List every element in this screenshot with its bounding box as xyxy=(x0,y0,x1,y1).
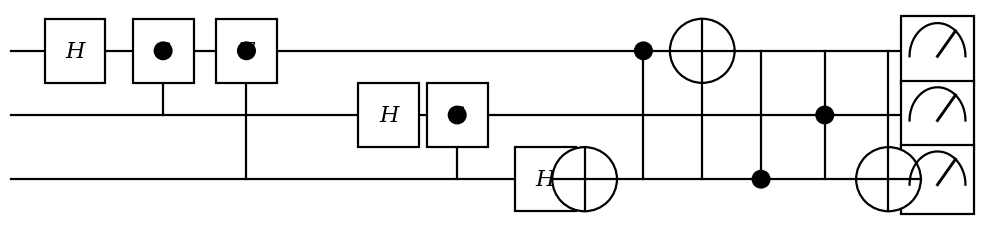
Text: H: H xyxy=(378,105,398,126)
FancyBboxPatch shape xyxy=(358,84,419,147)
FancyBboxPatch shape xyxy=(133,20,194,84)
FancyBboxPatch shape xyxy=(900,81,974,150)
Ellipse shape xyxy=(448,107,466,124)
FancyBboxPatch shape xyxy=(900,17,974,86)
Ellipse shape xyxy=(635,43,653,60)
FancyBboxPatch shape xyxy=(900,145,974,214)
Text: H: H xyxy=(536,168,555,190)
Ellipse shape xyxy=(154,43,172,60)
FancyBboxPatch shape xyxy=(427,84,488,147)
Ellipse shape xyxy=(552,147,617,211)
Ellipse shape xyxy=(816,107,834,124)
Ellipse shape xyxy=(752,171,770,188)
Ellipse shape xyxy=(238,43,256,60)
FancyBboxPatch shape xyxy=(44,20,105,84)
Ellipse shape xyxy=(669,20,734,84)
Text: S: S xyxy=(155,41,171,63)
FancyBboxPatch shape xyxy=(515,147,576,211)
Text: S: S xyxy=(449,105,465,126)
FancyBboxPatch shape xyxy=(216,20,277,84)
Ellipse shape xyxy=(856,147,921,211)
Text: H: H xyxy=(65,41,85,63)
Text: T: T xyxy=(239,41,254,63)
